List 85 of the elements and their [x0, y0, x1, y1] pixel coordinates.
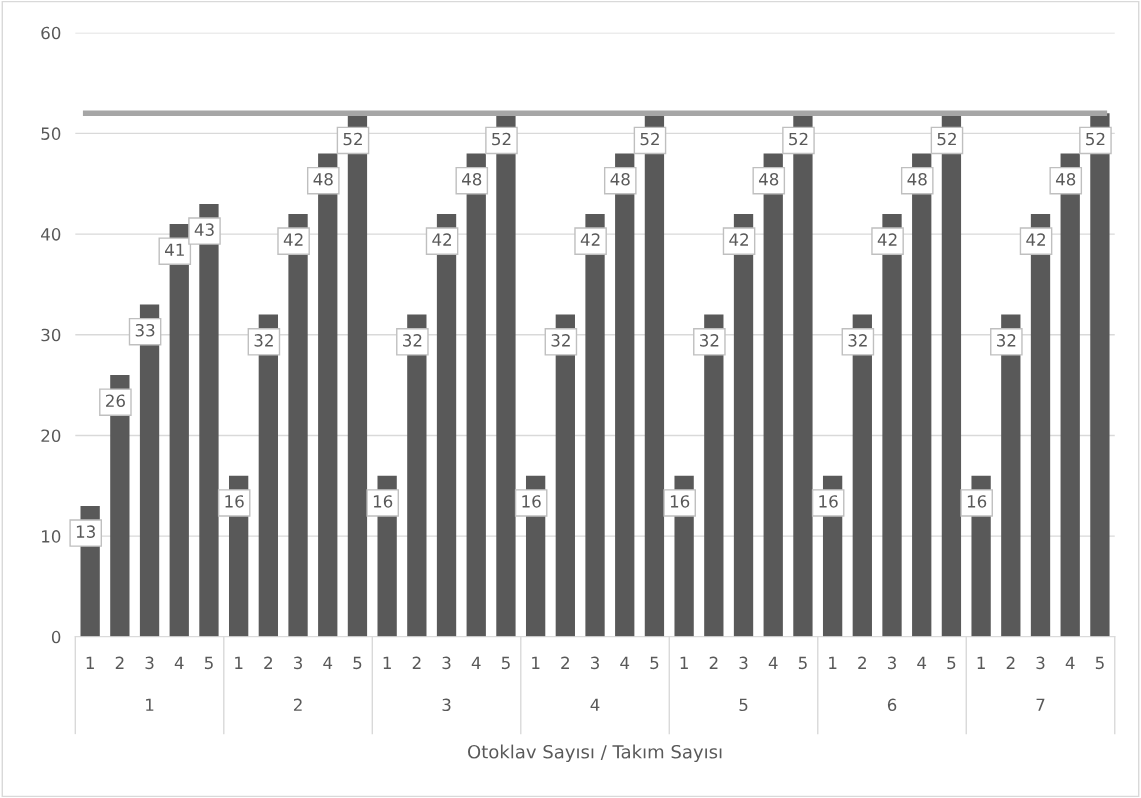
x-tick-label: 3: [591, 656, 599, 670]
x-axis-title: Otoklav Sayısı / Takım Sayısı: [468, 744, 722, 763]
x-tick-label: 2: [858, 656, 866, 669]
x-tick-label: 3: [739, 656, 748, 670]
y-tick-label: 10: [42, 530, 61, 543]
data-label: 52: [640, 132, 659, 146]
data-label: 32: [551, 334, 570, 347]
data-label: 48: [907, 172, 927, 186]
x-tick-label: 4: [620, 656, 630, 669]
x-tick-label: 4: [174, 656, 184, 669]
data-label: 42: [580, 233, 600, 246]
y-tick-label: 60: [41, 26, 61, 40]
x-tick-label: 3: [294, 656, 303, 670]
data-label: 52: [343, 132, 362, 146]
data-label: 48: [461, 172, 482, 186]
x-tick-label: 5: [204, 656, 213, 670]
data-label: 52: [789, 132, 808, 146]
data-label: 48: [610, 172, 630, 186]
data-label: 32: [254, 334, 273, 347]
data-label: 16: [967, 495, 987, 508]
data-label: 13: [76, 525, 95, 538]
data-label: 52: [937, 132, 956, 146]
data-label: 48: [313, 172, 333, 186]
x-tick-label: 5: [353, 656, 362, 670]
data-label: 16: [373, 495, 393, 508]
data-label: 42: [432, 233, 452, 246]
data-label: 16: [819, 495, 838, 508]
data-label: 33: [135, 323, 155, 337]
x-tick-label: 1: [235, 656, 243, 669]
x-tick-label: 4: [471, 656, 481, 669]
x-tick-label: 2: [561, 656, 569, 669]
x-tick-label: 4: [768, 656, 778, 669]
data-label: 52: [492, 132, 511, 146]
x-tick-label: 5: [947, 656, 956, 670]
data-label: 43: [194, 223, 214, 236]
x-tick-label: 3: [145, 656, 154, 670]
x-tick-label: 1: [86, 656, 94, 669]
x-tick-label: 3: [887, 656, 896, 670]
x-tick-label: 2: [709, 656, 718, 669]
x-tick-label: 4: [917, 656, 927, 669]
data-label: 42: [877, 233, 897, 246]
x-tick-label: 1: [680, 656, 688, 669]
x-tick-label: 2: [264, 656, 272, 669]
data-label: 16: [670, 495, 690, 508]
data-label: 52: [1086, 132, 1105, 146]
y-tick-label: 0: [51, 630, 61, 644]
x-tick-label: 3: [442, 656, 451, 670]
text: 3: [442, 698, 451, 712]
data-label: 16: [225, 495, 244, 508]
data-label: 32: [848, 334, 867, 347]
text: 7: [1036, 698, 1045, 711]
x-tick-label: 1: [532, 656, 540, 669]
text: 1: [146, 698, 154, 711]
data-label: 48: [758, 172, 779, 186]
y-tick-label: 50: [41, 127, 61, 140]
x-tick-label: 5: [1095, 656, 1104, 670]
x-tick-label: 2: [115, 656, 124, 669]
x-tick-label: 5: [650, 656, 659, 670]
text: 5: [739, 698, 748, 712]
data-label: 41: [165, 243, 184, 256]
x-tick-label: 1: [977, 656, 985, 669]
data-label: 42: [1026, 233, 1045, 246]
data-label: 26: [106, 394, 125, 408]
x-tick-label: 3: [1036, 656, 1045, 670]
data-label: 42: [729, 233, 748, 246]
x-tick-label: 1: [829, 656, 837, 669]
y-tick-label: 20: [41, 429, 61, 443]
x-tick-label: 4: [1065, 656, 1075, 669]
data-label: 48: [1055, 172, 1076, 186]
x-tick-label: 1: [383, 656, 391, 669]
data-label: 32: [700, 334, 719, 347]
data-label: 32: [997, 334, 1016, 347]
x-tick-label: 2: [1006, 656, 1015, 669]
x-tick-label: 5: [501, 656, 510, 670]
y-tick-label: 40: [41, 228, 61, 241]
data-label: 32: [403, 334, 422, 347]
data-label: 42: [283, 233, 303, 246]
text: 2: [293, 698, 302, 711]
x-tick-label: 2: [412, 656, 421, 669]
data-label: 16: [522, 495, 541, 508]
x-tick-label: 5: [798, 656, 807, 670]
text: 4: [590, 698, 600, 711]
x-tick-label: 4: [323, 656, 333, 669]
text: 6: [887, 698, 897, 712]
y-tick-label: 30: [41, 328, 61, 342]
